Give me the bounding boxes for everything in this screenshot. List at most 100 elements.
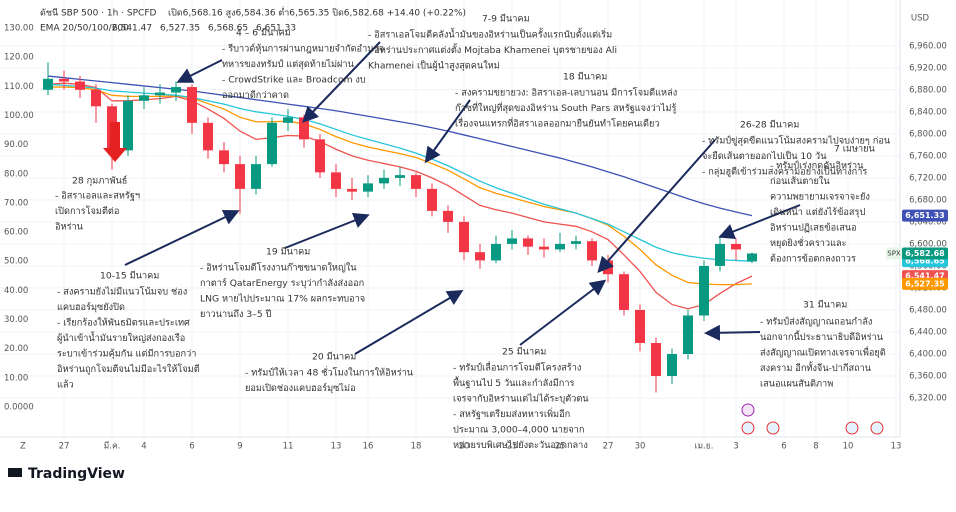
y2-tick-label: 110.00	[4, 82, 34, 92]
event-icon[interactable]	[870, 421, 884, 435]
y-tick-label: 6,760.00	[909, 151, 947, 161]
event-icon[interactable]	[741, 403, 755, 417]
y2-tick-label: 130.00	[4, 24, 34, 34]
arrow	[597, 139, 716, 273]
candle-body	[603, 260, 613, 275]
candle-body	[571, 241, 581, 244]
candle-body	[91, 89, 101, 107]
y-tick-label: 6,640.00	[909, 217, 947, 227]
annotation-line: พื้นฐานไป 5 วันและกำลังมีการ	[453, 375, 575, 389]
ohlc-line: เปิด6,568.16 สูง6,584.36 ต่ำ6,565.35 ปิด…	[168, 6, 466, 19]
candle-body	[59, 78, 69, 82]
arrow	[704, 324, 761, 341]
x-tick-label: 3	[733, 442, 738, 452]
annotation-line: ระบาเข้าร่วมคุ้มกัน แต่มีการบอกว่า	[57, 349, 196, 360]
x-tick-label: 6	[189, 442, 194, 452]
annotation-line: ทหารของทรัมป์ แต่สุดท้ายไม่ผ่าน	[222, 58, 355, 70]
y2-tick-label: 90.00	[4, 140, 28, 150]
event-icons	[741, 403, 884, 435]
annotation-line: ประมาณ 3,000–4,000 นายจาก	[453, 425, 584, 436]
candle-body	[75, 81, 85, 90]
grid	[0, 0, 900, 437]
annotation-title: 19 มีนาคม	[266, 247, 310, 258]
candle-body	[539, 246, 549, 250]
arrow	[124, 209, 240, 266]
currency: USD	[911, 14, 930, 24]
candle-body	[363, 183, 373, 192]
x-tick-label: 30	[635, 442, 646, 452]
annotation-line: ก๊าซที่ใหญ่ที่สุดของอิหร่าน South Pars ส…	[455, 101, 676, 114]
annotation-line: - เรียกร้องให้พันธมิตรและประเทศ	[57, 318, 190, 329]
annotation-title: 18 มีนาคม	[563, 72, 607, 83]
arrow	[718, 204, 801, 240]
arrow	[424, 99, 471, 164]
y-tick-label: 6,400.00	[909, 349, 947, 359]
annotations: 28 กุมภาพันธ์ - อิสราเอลและสหรัฐฯเปิดการโ…	[55, 14, 891, 452]
y-tick-label: 6,480.00	[909, 305, 947, 315]
big-down-arrow	[103, 122, 127, 162]
candle-body	[203, 122, 213, 151]
y2-tick-label: 10.00	[4, 373, 28, 383]
event-icon[interactable]	[845, 421, 859, 435]
candle-body	[491, 243, 501, 261]
annotation-line: อิหร่าน	[55, 222, 84, 233]
x-tick-label: มี.ค.	[104, 441, 121, 452]
y2-tick-label: 40.00	[4, 286, 28, 296]
annotation-line: เสนอแผนสันติภาพ	[760, 379, 833, 390]
event-icon[interactable]	[766, 421, 780, 435]
candle-body	[139, 95, 149, 101]
candle-body	[443, 210, 453, 222]
x-tick-label: 27	[603, 442, 614, 452]
x-tick-label: 4	[141, 442, 146, 452]
arrows	[124, 41, 801, 355]
candle-body	[347, 188, 357, 192]
annotation-line: - ทรัมป์ส่งสัญญาณถอนกำลัง	[760, 316, 872, 328]
y-tick-label: 6,440.00	[909, 327, 947, 337]
y-tick-label: 6,920.00	[909, 63, 947, 73]
annotation-line: - อิหร่านโจมตีโรงงานก๊าซขนาดใหญ่ใน	[200, 262, 357, 274]
annotation-title: 7-9 มีนาคม	[482, 14, 530, 25]
y-tick-label: 6,880.00	[909, 85, 947, 95]
symbol-tag	[886, 247, 902, 260]
price-tag-label: 6,527.35	[905, 279, 945, 288]
annotation-line: - CrowdStrike และ Broadcom งบ	[222, 75, 366, 86]
candle-body	[523, 238, 533, 247]
candle-body	[715, 243, 725, 266]
annotation-line: แล้ว	[57, 380, 74, 391]
candle-body	[651, 342, 661, 377]
candle-body	[155, 92, 165, 96]
price-tag-label: 6,651.33	[905, 211, 944, 220]
y-tick-label: 6,680.00	[909, 195, 947, 205]
annotation-line: ก่อนเส้นตายใน	[770, 176, 830, 187]
arrow	[176, 59, 223, 83]
candle-body	[235, 164, 245, 189]
annotation-title: 7 เมษายน	[834, 144, 876, 155]
candle-body	[379, 177, 389, 184]
ema-label: EMA 20/50/100/200	[40, 24, 129, 34]
x-tick-label: 8	[813, 442, 818, 452]
y-tick-label: 6,320.00	[909, 394, 947, 404]
candle-body	[395, 175, 405, 178]
y2-tick-label: 80.00	[4, 169, 28, 179]
y2-tick-label: 120.00	[4, 53, 34, 63]
y2-tick-label: 30.00	[4, 315, 28, 325]
annotation-line: - อิสราเอลโจมตีคลังน้ำมันของอิหร่านเป็นค…	[368, 27, 612, 41]
y-tick-label: 6,360.00	[909, 372, 947, 382]
event-icon[interactable]	[741, 421, 755, 435]
annotation-title: 4 – 6 มีนาคม	[236, 28, 291, 39]
annotation-line: - สหรัฐฯเตรียมส่งทหารเพิ่มอีก	[453, 407, 570, 420]
x-tick-label: 11	[283, 442, 294, 452]
ema-line	[47, 75, 753, 217]
annotation-line: แคบฮอร์มุซยังปิด	[57, 301, 125, 313]
annotation-line: เจรจากับอิหร่านแต่ไม่ได้ระบุตัวตน	[453, 394, 589, 405]
arrow	[302, 41, 381, 123]
symbol-tag-label: SPX	[887, 249, 901, 257]
x-tick-label: เม.ย.	[695, 442, 714, 452]
candle-body	[187, 87, 197, 123]
annotation-line: ความพยายามเจรจาจะยัง	[770, 192, 870, 203]
annotation-title: 25 มีนาคม	[502, 347, 546, 358]
annotation-line: กาตาร์ QatarEnergy ระบุว่ากำลังส่งออก	[200, 277, 364, 289]
annotation-line: - ทรัมป์ขู่สุดขีดแนวโน้มสงครามไปจบง่ายๆ …	[702, 135, 891, 147]
candle-body	[299, 117, 309, 140]
